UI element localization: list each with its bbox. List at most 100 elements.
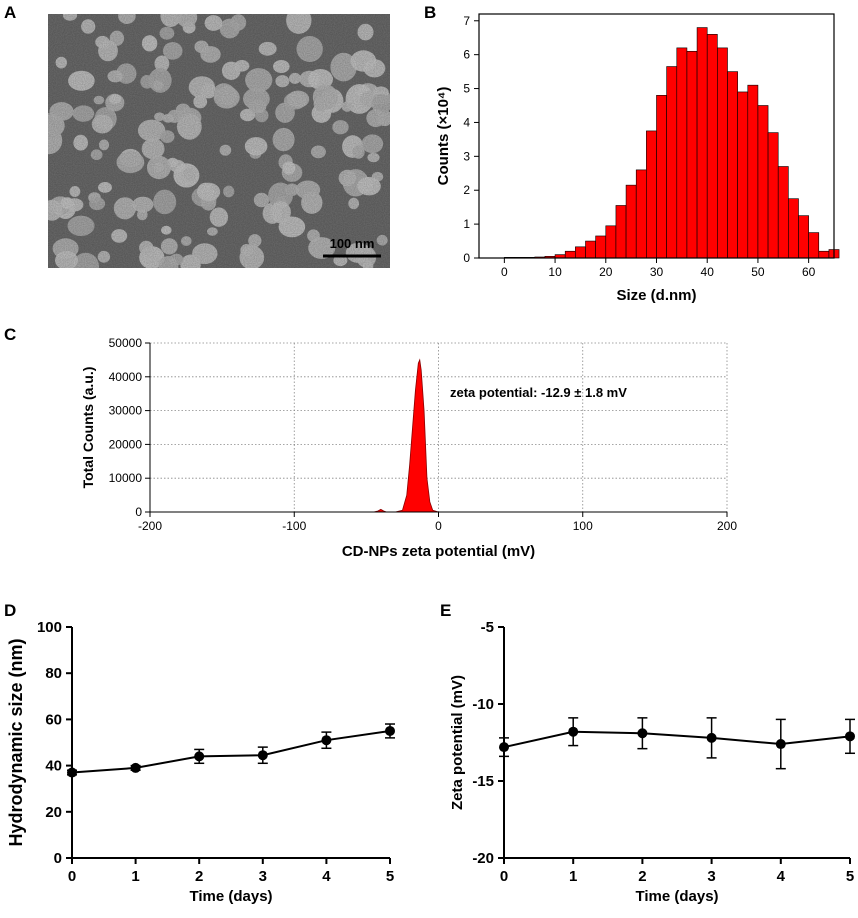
x-axis-label: CD-NPs zeta potential (mV) <box>342 543 535 560</box>
zeta-stability-chart: 0 1 2 3 4 5 -20 -15 -10 -5 Time (days) Zeta potenti… <box>449 619 855 905</box>
histogram-bar <box>625 184 637 259</box>
y-tick-label: 30000 <box>109 404 143 418</box>
y-tick-label: 80 <box>45 665 62 682</box>
histogram-bar <box>747 84 759 259</box>
histogram-bar <box>798 215 809 259</box>
histogram-bar <box>575 246 586 259</box>
histogram-bar <box>676 47 688 259</box>
x-tick-label: 0 <box>435 519 442 533</box>
x-tick-label: 4 <box>322 868 331 885</box>
panel-label-e: E <box>440 601 451 620</box>
y-tick-label: 60 <box>45 711 62 728</box>
y-tick-label: 0 <box>135 505 142 519</box>
hydrodynamic-size-chart: 0 1 2 3 4 5 0 20 40 60 80 100 Time (days) Hydrodynami… <box>6 619 395 905</box>
tem-micrograph: 100 nm <box>48 14 390 268</box>
histogram-bar <box>767 132 779 259</box>
x-tick-label: 4 <box>777 868 786 885</box>
x-tick-label: 0 <box>501 265 508 279</box>
histogram-bar <box>717 47 728 259</box>
x-tick-label: 5 <box>386 868 394 885</box>
histogram-bar <box>646 130 657 259</box>
x-axis-label: Size (d.nm) <box>616 287 696 304</box>
y-tick-label: 10000 <box>109 471 143 485</box>
data-point <box>194 751 205 762</box>
histogram-bar <box>605 225 617 259</box>
size-distribution-chart: 0 10 20 30 40 50 60 0 1 2 3 4 5 6 7 Size (d.nm) Counts (… <box>435 13 840 304</box>
y-tick-label: 20000 <box>109 437 143 451</box>
y-tick-label: -15 <box>472 773 494 790</box>
y-tick-label: 0 <box>463 251 470 265</box>
zeta-distribution-area <box>373 358 439 513</box>
x-tick-label: 200 <box>717 519 737 533</box>
x-tick-label: 60 <box>802 265 816 279</box>
x-tick-label: 2 <box>195 868 203 885</box>
x-tick-label: -200 <box>138 519 162 533</box>
x-axis-label: Time (days) <box>635 888 718 905</box>
x-axis-label: Time (days) <box>189 888 272 905</box>
y-tick-label: 40000 <box>109 370 143 384</box>
data-point <box>706 732 717 743</box>
x-tick-label: 0 <box>500 868 508 885</box>
y-tick-label: 1 <box>463 217 470 231</box>
histogram-bar <box>788 198 799 259</box>
histogram-bar <box>808 232 820 259</box>
panel-label-d: D <box>4 601 16 620</box>
y-tick-label: 20 <box>45 804 62 821</box>
y-tick-label: 5 <box>463 82 470 96</box>
y-axis-label: Hydrodynamic size (nm) <box>6 638 26 846</box>
data-point <box>568 726 579 737</box>
panel-label-a: A <box>4 3 16 22</box>
histogram-bar <box>706 34 718 259</box>
histogram-bar <box>666 66 678 259</box>
y-axis-label: Zeta potential (mV) <box>449 675 466 810</box>
histogram-bar <box>595 235 607 259</box>
x-tick-label: 20 <box>599 265 613 279</box>
series-line <box>71 729 391 774</box>
series-line <box>503 730 851 749</box>
histogram-bar <box>777 166 789 259</box>
histogram-bar <box>656 95 667 259</box>
data-point <box>257 750 268 761</box>
x-tick-label: 0 <box>68 868 76 885</box>
histogram-bar <box>615 205 627 259</box>
data-point <box>130 762 141 773</box>
y-tick-label: -20 <box>472 850 494 867</box>
x-tick-label: 50 <box>751 265 765 279</box>
panel-label-c: C <box>4 325 16 344</box>
y-tick-label: 3 <box>463 149 470 163</box>
zeta-potential-chart: -200 -100 0 100 200 0 10000 20000 30000 40000 5000… <box>80 336 737 560</box>
histogram-bar <box>757 105 769 259</box>
y-tick-label: 2 <box>463 183 470 197</box>
data-point <box>67 767 77 778</box>
histogram-bar <box>727 71 738 259</box>
data-point <box>321 735 332 746</box>
x-tick-label: 30 <box>650 265 664 279</box>
y-tick-label: 100 <box>37 619 62 636</box>
x-tick-label: -100 <box>282 519 306 533</box>
y-axis-label: Counts (×10⁴) <box>435 87 452 186</box>
panel-label-b: B <box>424 3 436 22</box>
data-point <box>385 725 395 736</box>
data-point <box>637 728 648 739</box>
y-tick-label: 50000 <box>109 336 143 350</box>
data-point <box>845 731 855 742</box>
histogram-bar <box>818 250 830 259</box>
y-tick-label: 40 <box>45 758 62 775</box>
y-tick-label: 7 <box>463 14 470 28</box>
y-tick-label: 6 <box>463 48 470 62</box>
x-tick-label: 1 <box>131 868 139 885</box>
y-tick-label: -10 <box>472 696 494 713</box>
histogram-bar <box>564 250 576 259</box>
histogram-bar <box>585 240 596 259</box>
y-tick-label: -5 <box>481 619 494 636</box>
data-point <box>499 742 509 753</box>
x-tick-label: 10 <box>548 265 562 279</box>
x-tick-label: 1 <box>569 868 577 885</box>
data-point <box>775 739 786 750</box>
y-tick-label: 0 <box>54 850 62 867</box>
scale-bar-label: 100 nm <box>330 236 375 251</box>
x-tick-label: 40 <box>701 265 715 279</box>
histogram-bar <box>737 91 749 259</box>
histogram-bar <box>686 50 698 259</box>
